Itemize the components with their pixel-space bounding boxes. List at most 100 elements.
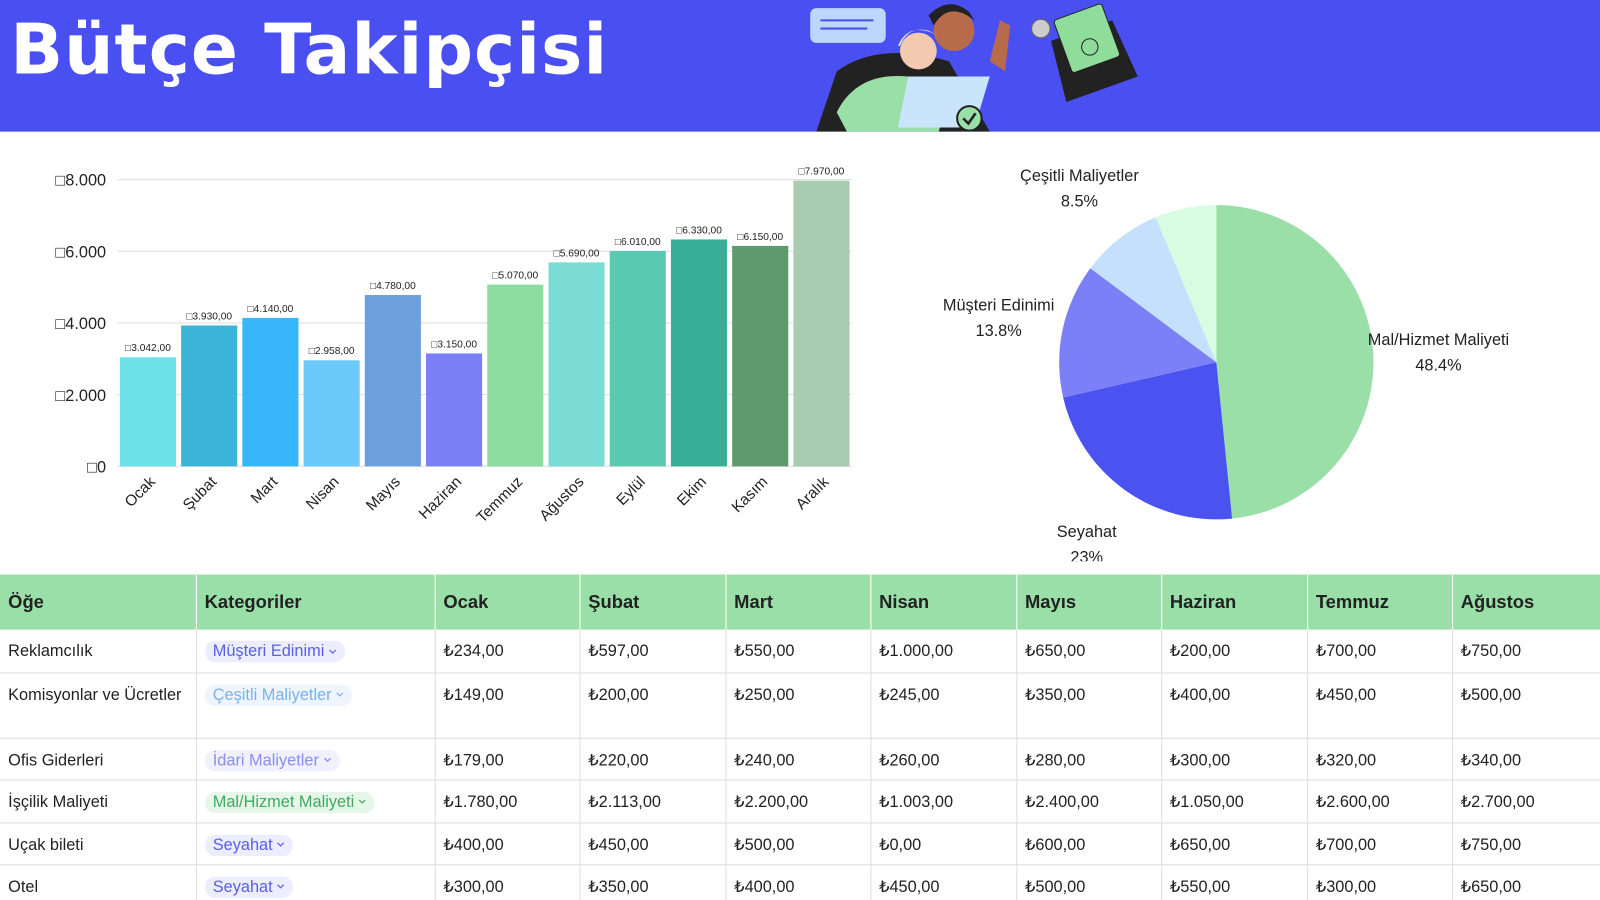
item-cell: Ofis Giderleri [0, 737, 197, 781]
amount-cell: ₺1.780,00 [434, 779, 581, 823]
amount-cell: ₺600,00 [1016, 822, 1162, 865]
slice-value-label: 48.4% [1415, 356, 1461, 374]
person-hair [928, 4, 975, 26]
x-tick-label: Şubat [180, 473, 221, 514]
amount-cell: ₺300,00 [1161, 737, 1308, 781]
amount-cell: ₺320,00 [1307, 737, 1453, 781]
y-tick-label: □8.000 [55, 172, 106, 190]
x-tick-label: Haziran [416, 473, 465, 522]
table-row: Komisyonlar ve Ücretler Çeşitli Maliyetle… [0, 672, 1600, 739]
bar [487, 284, 544, 467]
amount-cell: ₺750,00 [1452, 629, 1600, 673]
column-header: Ağustos [1452, 574, 1600, 630]
value-label: □5.690,00 [554, 248, 600, 259]
pie-slice [1155, 205, 1217, 363]
bar [609, 250, 666, 467]
amount-cell: ₺179,00 [434, 737, 581, 781]
value-label: □3.042,00 [125, 343, 171, 354]
chevron [277, 884, 285, 889]
amount-cell: ₺700,00 [1307, 822, 1453, 865]
chip-text: Çeşitli Maliyetler [212, 686, 332, 704]
check-mark [962, 112, 977, 126]
amount-cell: ₺2.113,00 [579, 779, 727, 823]
bar [793, 180, 850, 467]
amount-cell: ₺450,00 [1307, 672, 1453, 739]
value-label: □6.150,00 [737, 232, 783, 243]
pie-slice [1216, 205, 1374, 519]
amount-cell: ₺2.700,00 [1452, 779, 1600, 823]
slice-label: Müşteri Edinimi [943, 296, 1055, 314]
slice-value-label: 23% [1070, 548, 1103, 561]
column-header: Öğe [0, 574, 197, 630]
chevron-icon [277, 842, 285, 848]
x-tick-label: Aralık [793, 473, 833, 513]
bar [426, 353, 483, 467]
amount-cell: ₺700,00 [1307, 629, 1453, 673]
amount-cell: ₺240,00 [725, 737, 871, 781]
banknote [1053, 3, 1121, 73]
chip-text: İdari Maliyetler [212, 751, 319, 769]
x-tick-label: Nisan [303, 473, 343, 513]
category-cell: Çeşitli Maliyetler [195, 672, 436, 739]
column-header: Haziran [1161, 574, 1308, 630]
slice-value-label: 8.5% [1061, 192, 1098, 210]
header: Bütçe Takipçisi [0, 0, 1600, 132]
category-chip[interactable]: Mal/Hizmet Maliyeti [204, 791, 375, 813]
item-cell: Uçak bileti [0, 822, 197, 865]
bar [732, 245, 789, 467]
slice-value-label: 13.8% [976, 322, 1022, 340]
bar [364, 295, 421, 467]
bar [242, 317, 299, 467]
category-chip[interactable]: Müşteri Edinimi [204, 640, 345, 663]
table-row: Ofis Giderleri İdari Maliyetler ₺179,00 ₺22… [0, 737, 1600, 781]
x-tick-label: Ocak [122, 473, 160, 511]
value-label: □6.010,00 [615, 237, 661, 248]
message-bubble [810, 8, 886, 43]
bar-chart: □0 □2.000 □4.000 □6.000 □8.000 □3.042,00 Ocak □… [55, 167, 853, 526]
pie-slice [1063, 362, 1233, 520]
category-cell: Müşteri Edinimi [195, 629, 436, 673]
person-arm [989, 20, 1011, 72]
category-chip[interactable]: Seyahat [204, 834, 294, 856]
x-tick-label: Mayıs [363, 473, 404, 514]
chevron-icon [323, 758, 331, 763]
amount-cell: ₺260,00 [870, 737, 1017, 781]
amount-cell: ₺1.003,00 [870, 779, 1017, 823]
amount-cell: ₺1.050,00 [1161, 779, 1308, 823]
table-container: Öğe Kategoriler Ocak Şubat Mart Nisan Mayıs Haz… [0, 574, 1600, 900]
banknote-mark [1081, 38, 1099, 56]
category-cell: Mal/Hizmet Maliyeti [195, 779, 436, 823]
amount-cell: ₺500,00 [1016, 864, 1162, 900]
pie-chart: Mal/Hizmet Maliyeti 48.4% Seyahat 23% Müşter… [943, 167, 1509, 561]
category-chip[interactable]: Çeşitli Maliyetler [204, 684, 353, 706]
table-row: İşçilik Maliyeti Mal/Hizmet Maliyeti ₺1.78… [0, 779, 1600, 823]
column-header: Mart [725, 574, 871, 630]
chevron [277, 842, 285, 848]
bar [181, 325, 238, 467]
amount-cell: ₺550,00 [1161, 864, 1308, 900]
amount-cell: ₺650,00 [1161, 822, 1308, 865]
chevron-icon [358, 799, 366, 805]
person-head [899, 32, 937, 70]
amount-cell: ₺550,00 [725, 629, 871, 673]
value-label: □7.970,00 [799, 167, 845, 178]
amount-cell: ₺400,00 [725, 864, 871, 900]
category-chip[interactable]: İdari Maliyetler [204, 749, 340, 771]
column-header: Kategoriler [195, 574, 436, 630]
value-label: □5.070,00 [492, 270, 538, 281]
amount-cell: ₺350,00 [579, 864, 727, 900]
amount-cell: ₺245,00 [870, 672, 1017, 739]
column-header: Temmuz [1307, 574, 1453, 630]
chevron [323, 758, 331, 763]
y-tick-label: □4.000 [55, 315, 106, 333]
bar [119, 357, 177, 467]
category-chip[interactable]: Seyahat [204, 876, 294, 898]
amount-cell: ₺650,00 [1452, 864, 1600, 900]
column-header: Ocak [434, 574, 581, 630]
value-label: □3.930,00 [186, 311, 232, 322]
slice-label: Seyahat [1057, 523, 1117, 541]
chip-text: Müşteri Edinimi [212, 642, 325, 661]
page-title: Bütçe Takipçisi [10, 10, 609, 91]
chevron [329, 649, 337, 654]
